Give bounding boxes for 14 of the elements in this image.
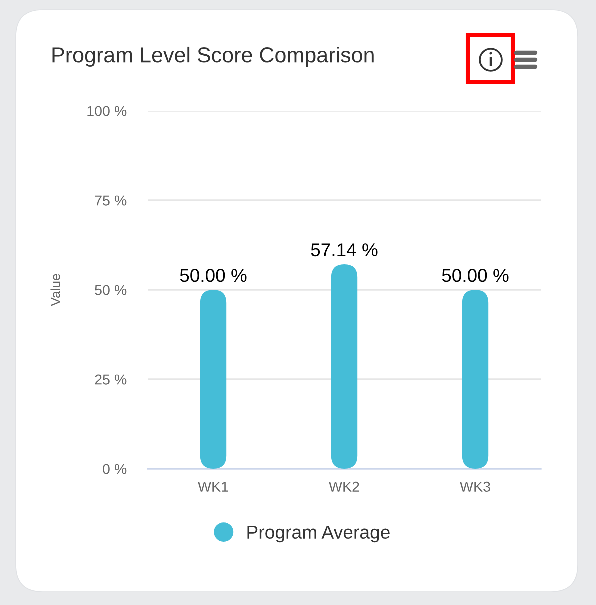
y-tick-label: 25 % — [95, 374, 127, 385]
legend-label: Program Average — [248, 526, 390, 543]
x-tick-label: WK1 — [198, 482, 228, 492]
y-axis-title: Value — [50, 274, 60, 306]
x-tick-label: WK3 — [460, 482, 490, 492]
data-label: 50.00 % — [180, 269, 247, 282]
data-label: 57.14 % — [311, 244, 378, 257]
y-tick-label: 50 % — [95, 285, 127, 296]
x-tick-label: WK2 — [329, 482, 360, 492]
chart-title: Program Level Score Comparison — [52, 46, 374, 68]
y-tick-label: 0 % — [103, 464, 127, 474]
y-tick-label: 75 % — [95, 196, 127, 206]
y-tick-label: 100 % — [88, 106, 127, 116]
data-label: 50.00 % — [442, 269, 509, 282]
